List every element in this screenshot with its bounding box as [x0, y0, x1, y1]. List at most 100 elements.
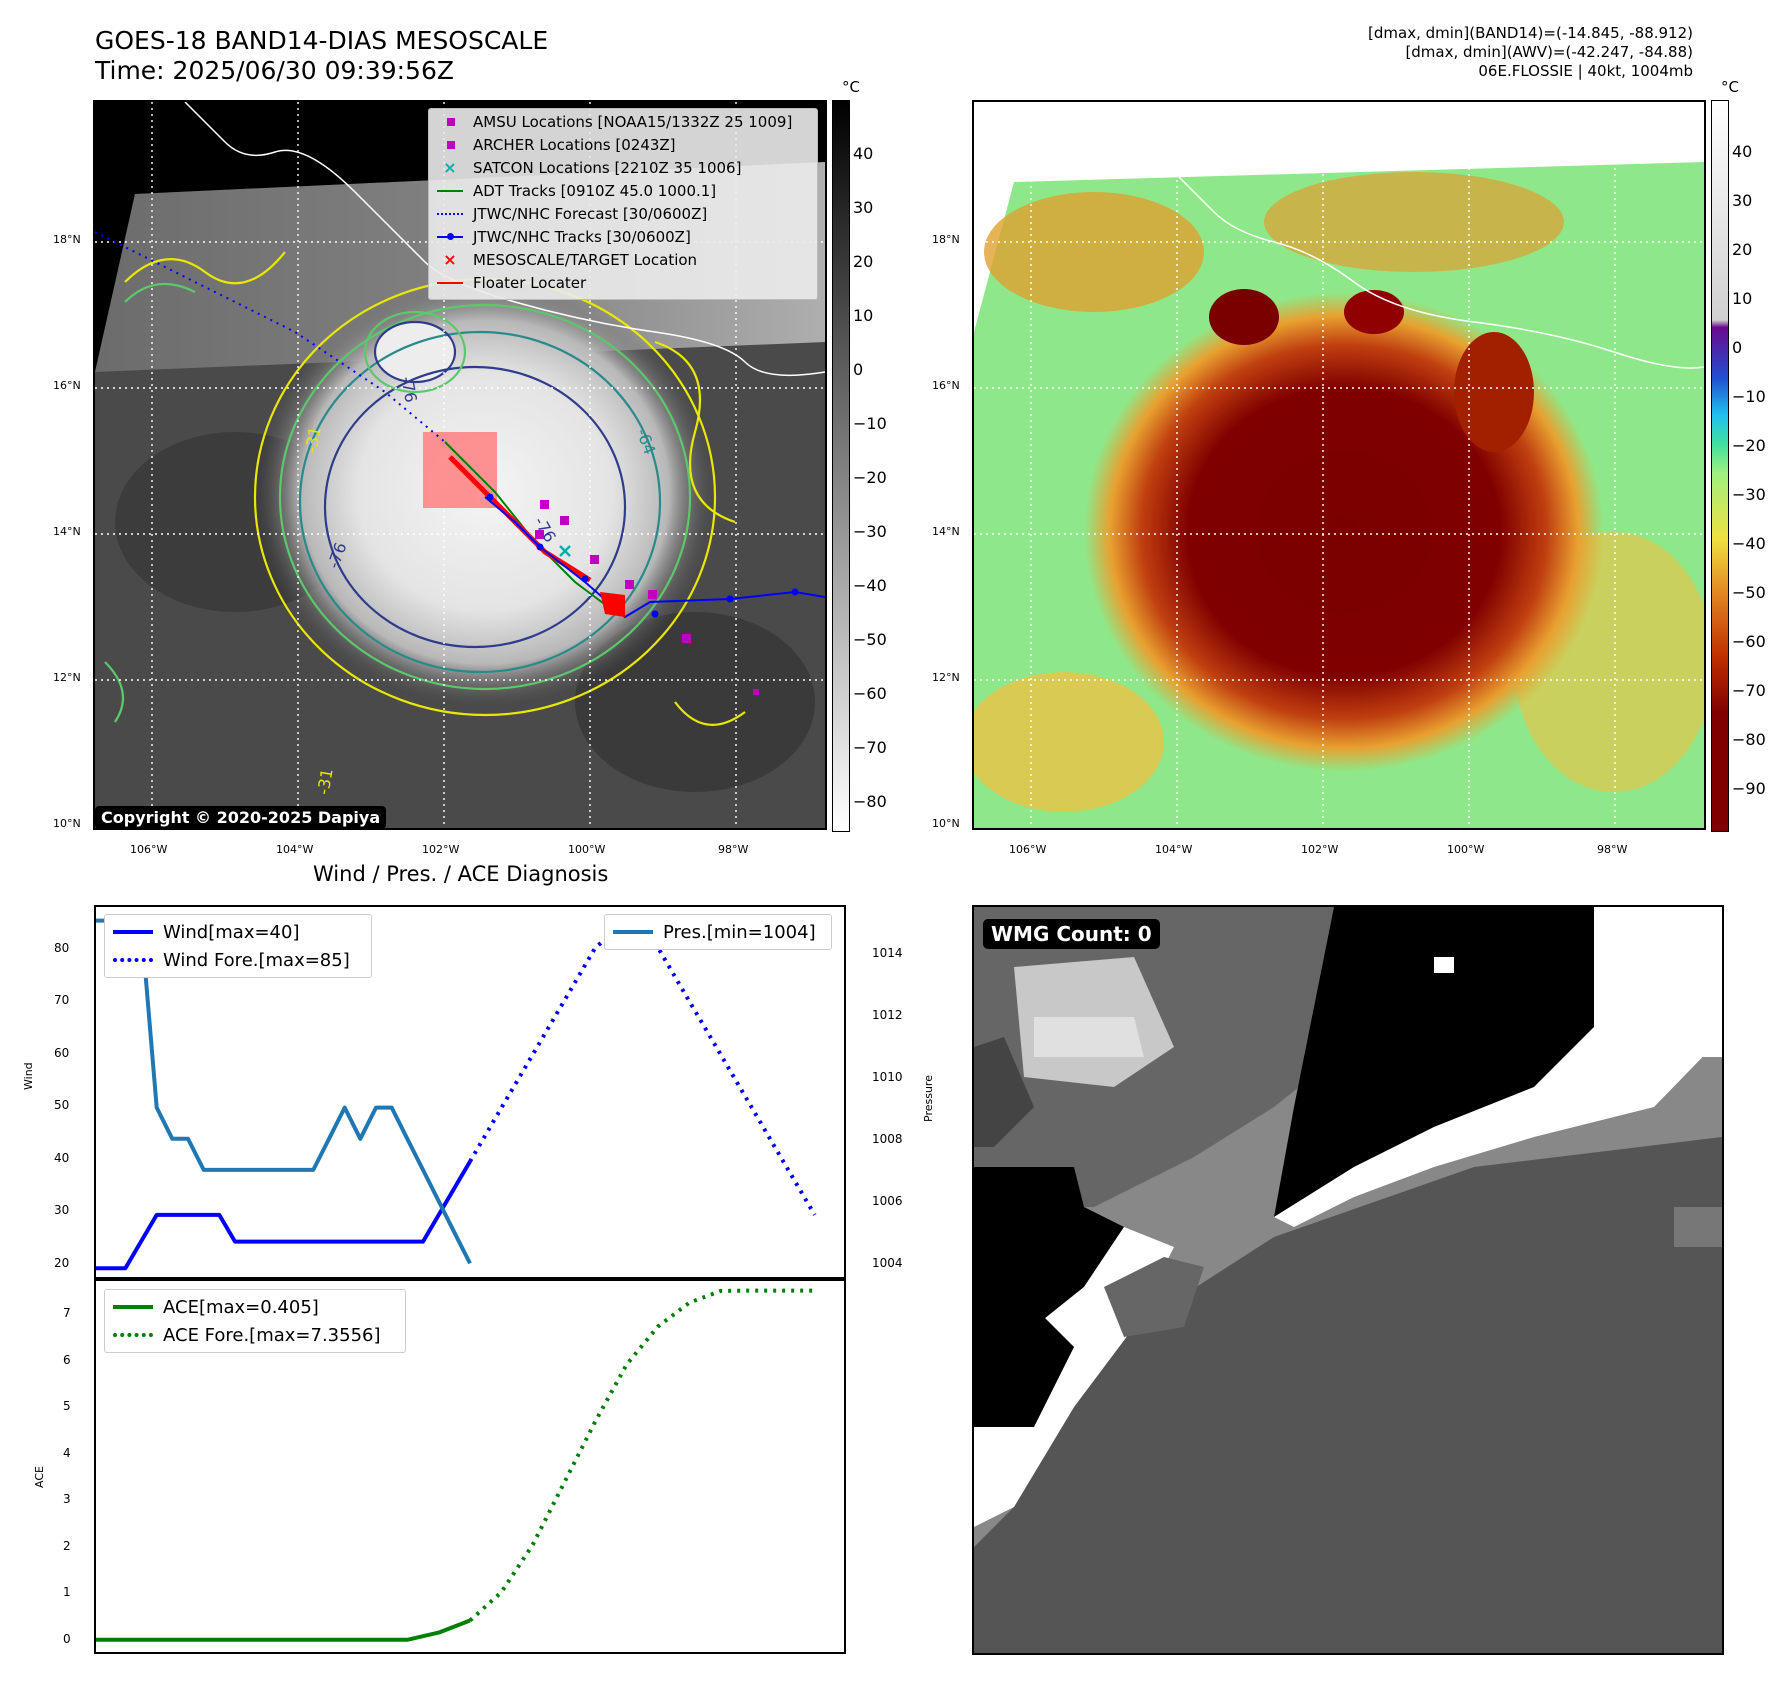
colorbar-tick: 30	[1732, 191, 1753, 210]
lon-label: 102°W	[422, 843, 460, 856]
solid-line-icon	[613, 930, 653, 934]
solid-line-icon	[113, 1305, 153, 1309]
ace-tick: 5	[63, 1399, 71, 1413]
lat-label: 16°N	[932, 379, 960, 392]
colorbar-tick: −90	[1732, 779, 1766, 798]
colorbar-tick: 10	[853, 306, 874, 325]
line-icon	[437, 273, 463, 293]
dotted-line-icon	[437, 204, 463, 224]
wind-tick: 70	[54, 993, 70, 1007]
colorbar-tick: −70	[1732, 681, 1766, 700]
legend-label: Wind Fore.[max=85]	[163, 949, 350, 971]
colorbar-tick: 40	[1732, 142, 1753, 161]
square-marker-icon	[437, 112, 463, 132]
wind-tick: 30	[54, 1203, 70, 1217]
colorbar-tick: −40	[1732, 534, 1766, 553]
lat-label: 12°N	[932, 671, 960, 684]
lat-label: 10°N	[932, 817, 960, 830]
colorbar-tick: 0	[853, 360, 864, 379]
line-dot-icon	[437, 227, 463, 247]
wind-tick: 60	[54, 1046, 70, 1060]
colorbar-tick: 20	[853, 252, 874, 271]
ace-tick: 2	[63, 1539, 71, 1553]
copyright-badge: Copyright © 2020-2025 Dapiya	[95, 806, 387, 829]
ace-legend: ACE[max=0.405] ACE Fore.[max=7.3556]	[104, 1289, 406, 1353]
ace-tick: 1	[63, 1585, 71, 1599]
lat-label: 18°N	[932, 233, 960, 246]
pressure-tick: 1010	[872, 1070, 903, 1084]
colorbar-unit: °C	[842, 78, 860, 96]
legend-label: Wind[max=40]	[163, 921, 300, 943]
colorbar-tick: 0	[1732, 338, 1743, 357]
lat-label: 16°N	[53, 379, 81, 392]
colorbar-tick: 10	[1732, 289, 1753, 308]
lat-label: 14°N	[53, 525, 81, 538]
figure-time: Time: 2025/06/30 09:39:56Z	[95, 56, 454, 85]
wind-tick: 50	[54, 1098, 70, 1112]
dmax-awv: [dmax, dmin](AWV)=(-42.247, -84.88)	[1405, 43, 1693, 61]
lon-label: 100°W	[568, 843, 606, 856]
colorbar-tick: −80	[1732, 730, 1766, 749]
colorbar-tick: −60	[1732, 632, 1766, 651]
wind-tick: 40	[54, 1151, 70, 1165]
pressure-tick: 1006	[872, 1194, 903, 1208]
band14-color-map	[972, 100, 1706, 830]
lon-label: 104°W	[276, 843, 314, 856]
colorbar-tick: −50	[853, 630, 887, 649]
ace-tick: 0	[63, 1632, 71, 1646]
solid-line-icon	[113, 930, 153, 934]
colorbar-tick: −70	[853, 738, 887, 757]
ace-tick: 7	[63, 1306, 71, 1320]
wind-tick: 20	[54, 1256, 70, 1270]
wmg-count-badge: WMG Count: 0	[983, 919, 1160, 949]
legend-label: ARCHER Locations [0243Z]	[473, 136, 676, 154]
ace-axis-label: ACE	[33, 1466, 46, 1488]
colorbar-tick: −10	[1732, 387, 1766, 406]
dmax-band14: [dmax, dmin](BAND14)=(-14.845, -88.912)	[1368, 24, 1693, 42]
colorbar-tick: −20	[1732, 436, 1766, 455]
colorbar-tick: 20	[1732, 240, 1753, 259]
lon-label: 98°W	[1597, 843, 1628, 856]
figure-title: GOES-18 BAND14-DIAS MESOSCALE	[95, 26, 549, 55]
wind-axis-label: Wind	[22, 1062, 35, 1090]
legend-label: ADT Tracks [0910Z 45.0 1000.1]	[473, 182, 717, 200]
color-colorbar	[1711, 100, 1729, 832]
x-marker-icon: ×	[443, 158, 457, 177]
legend-label: SATCON Locations [2210Z 35 1006]	[473, 159, 742, 177]
lat-label: 10°N	[53, 817, 81, 830]
square-marker-icon	[437, 135, 463, 155]
pressure-axis-label: Pressure	[922, 1075, 935, 1122]
lon-label: 102°W	[1301, 843, 1339, 856]
colorbar-tick: −20	[853, 468, 887, 487]
wind-pressure-panel	[94, 905, 846, 1279]
dotted-line-icon	[113, 1333, 153, 1337]
colorbar-tick: −80	[853, 792, 887, 811]
colorbar-tick: −40	[853, 576, 887, 595]
colorbar-tick: −30	[853, 522, 887, 541]
lon-label: 106°W	[1009, 843, 1047, 856]
colorbar-tick: −30	[1732, 485, 1766, 504]
band14-colorbar	[832, 100, 850, 832]
wmg-panel	[972, 905, 1724, 1655]
lat-label: 18°N	[53, 233, 81, 246]
legend-label: MESOSCALE/TARGET Location	[473, 251, 698, 269]
legend-label: Pres.[min=1004]	[663, 921, 816, 943]
pressure-tick: 1012	[872, 1008, 903, 1022]
lon-label: 100°W	[1447, 843, 1485, 856]
colorbar-tick: −10	[853, 414, 887, 433]
dotted-line-icon	[113, 958, 153, 962]
lon-label: 98°W	[718, 843, 749, 856]
colorbar-tick: −60	[853, 684, 887, 703]
colorbar-unit: °C	[1721, 78, 1739, 96]
legend-label: JTWC/NHC Tracks [30/0600Z]	[473, 228, 691, 246]
lon-label: 104°W	[1155, 843, 1193, 856]
pressure-legend: Pres.[min=1004]	[604, 914, 832, 950]
lat-label: 12°N	[53, 671, 81, 684]
ace-tick: 6	[63, 1353, 71, 1367]
legend-label: ACE[max=0.405]	[163, 1296, 319, 1318]
legend-label: AMSU Locations [NOAA15/1332Z 25 1009]	[473, 113, 793, 131]
colorbar-tick: −50	[1732, 583, 1766, 602]
line-icon	[437, 181, 463, 201]
ace-tick: 3	[63, 1492, 71, 1506]
ace-tick: 4	[63, 1446, 71, 1460]
